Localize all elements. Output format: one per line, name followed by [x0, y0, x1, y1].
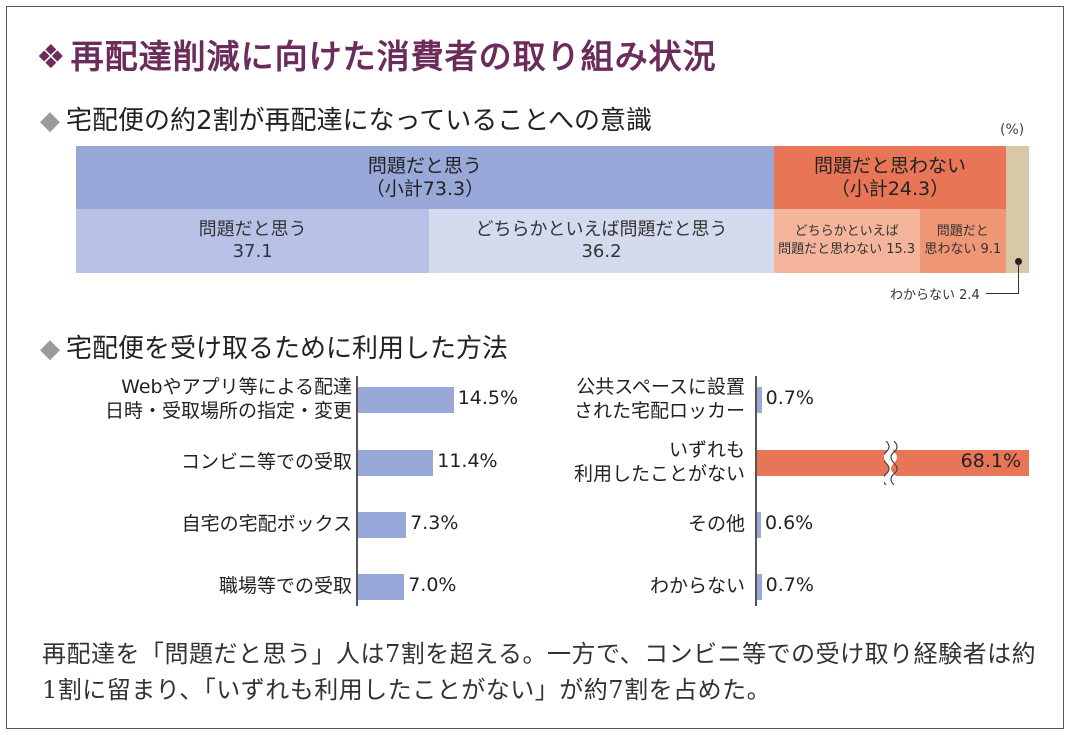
group-subtotal-label: （小計73.3） [365, 177, 485, 200]
stack-segment-2: どちらかといえば問題だと思わない 15.3 [773, 209, 920, 273]
bar-value-label: 14.5% [457, 387, 519, 409]
segment-label: どちらかといえば [794, 224, 899, 240]
leader-line-vertical [1018, 262, 1019, 294]
bar-category-label-line: わからない [649, 575, 745, 597]
segment-label: 問題だと [936, 224, 989, 240]
bar-category-label-line: コンビニ等での受取 [180, 451, 352, 473]
bar [757, 387, 762, 413]
bar-category-label: 公共スペースに設置 された宅配ロッカー [574, 376, 745, 424]
segment-value-label: 37.1 [232, 241, 273, 262]
group-segment-1: 問題だと思わない （小計24.3） [773, 146, 1007, 209]
bar-category-label-line: 日時・受取場所の指定・変更 [104, 399, 352, 422]
bar-value-label: 0.6% [764, 512, 814, 534]
category-axis-0 [356, 376, 358, 606]
leader-line-horizontal [986, 293, 1019, 294]
bar-category-label-line: 利用したことがない [573, 462, 745, 485]
bar-category-label-line: 公共スペースに設置 [576, 376, 745, 398]
bar-category-label: コンビニ等での受取 [181, 451, 352, 475]
stack-segment-4 [1006, 146, 1029, 273]
stacked-bar-awareness: 問題だと思う （小計73.3） 問題だと思わない （小計24.3） 問題だと思う 37.1… [76, 146, 1029, 273]
segment-value-label: 問題だと思わない 15.3 [778, 242, 916, 257]
bar-value-label: 11.4% [437, 450, 498, 472]
bar-value-label: 68.1% [960, 450, 1021, 472]
bar-category-label: 職場等での受取 [219, 575, 352, 599]
bar-category-label: いずれも 利用したことがない [574, 439, 745, 487]
bar [358, 512, 407, 538]
stack-segment-1: どちらかといえば問題だと思う 36.2 [429, 209, 774, 273]
group-subtotal-label: （小計24.3） [830, 177, 950, 200]
bar-category-label-line: 自宅の宅配ボックス [181, 513, 352, 535]
bar-category-label-line: 職場等での受取 [218, 575, 352, 597]
figure-title-text: 再配達削減に向けた消費者の取り組み状況 [70, 37, 717, 76]
caption-text: 再配達を「問題だと思う」人は7割を超える。一方で、コンビニ等での受け取り経験者は… [42, 640, 1037, 704]
bar [358, 387, 454, 413]
stack-segment-3: 問題だと思わない 9.1 [919, 209, 1007, 273]
category-axis-1 [755, 376, 757, 606]
bar-category-label-line: その他 [687, 513, 745, 535]
bar-value-label: 7.3% [410, 512, 459, 534]
bar [358, 574, 405, 600]
section-title-awareness: ◆ 宅配便の約2割が再配達になっていることへの意識 [40, 100, 652, 137]
unit-label: (%) [1000, 122, 1025, 138]
bar-category-label: 自宅の宅配ボックス [182, 513, 352, 537]
bar [358, 450, 434, 476]
bar-value-label: 7.0% [408, 574, 457, 596]
figure-frame [6, 6, 1064, 729]
section-title-methods-text: 宅配便を受け取るために利用した方法 [66, 334, 509, 364]
group-segment-0: 問題だと思う （小計73.3） [76, 146, 774, 209]
group-label: 問題だと思わない [813, 154, 966, 177]
leader-dot [1015, 258, 1022, 265]
bar-category-label: Webやアプリ等による配達 日時・受取場所の指定・変更 [105, 376, 352, 424]
bar-category-label-line: された宅配ロッカー [573, 399, 745, 422]
axis-break-icon [884, 441, 898, 485]
section-title-methods: ◆ 宅配便を受け取るために利用した方法 [40, 328, 508, 365]
figure-title: ❖ 再配達削減に向けた消費者の取り組み状況 [36, 30, 717, 78]
group-label: 問題だと思う [367, 154, 482, 177]
bar [757, 512, 761, 538]
bar-value-label: 0.7% [765, 387, 814, 409]
diamond-bullet-icon: ◆ [40, 334, 60, 364]
segment-label: 問題だと思う [198, 219, 307, 241]
unknown-segment-note: わからない 2.4 [890, 288, 980, 303]
bar-category-label: わからない [650, 575, 745, 599]
bar-category-label-line: いずれも [668, 439, 745, 461]
diamond-bullet-icon: ◆ [40, 106, 60, 136]
segment-value-label: 36.2 [581, 241, 622, 262]
segment-value-label: 思わない 9.1 [924, 242, 1002, 257]
bar [757, 574, 762, 600]
bar-category-label-line: Webやアプリ等による配達 [121, 376, 352, 398]
diamond-cluster-icon: ❖ [36, 37, 67, 76]
section-title-awareness-text: 宅配便の約2割が再配達になっていることへの意識 [66, 106, 652, 136]
bar-value-label: 0.7% [765, 574, 814, 596]
bar-category-label: その他 [688, 513, 745, 537]
segment-label: どちらかといえば問題だと思う [475, 219, 728, 241]
stack-segment-0: 問題だと思う 37.1 [76, 209, 430, 273]
